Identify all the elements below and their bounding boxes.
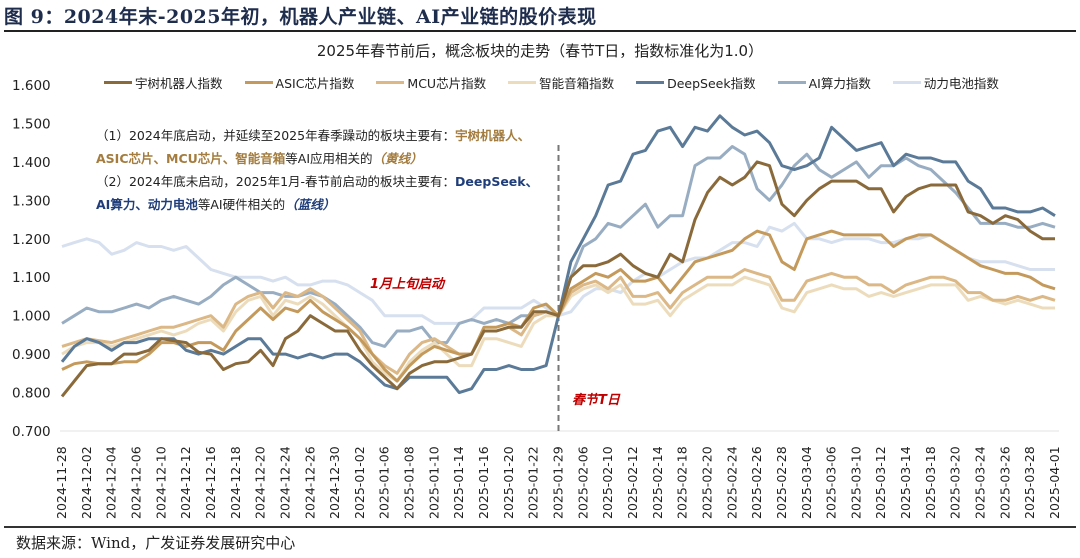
legend: 宇树机器人指数 ASIC芯片指数 MCU芯片指数 智能音箱指数 DeepSeek指数 AI…: [104, 73, 1021, 92]
x-tick-label: 2025-02-10: [600, 446, 615, 519]
x-tick-label: 2025-01-14: [451, 446, 466, 519]
note-3-prefix: （2）2024年底未启动，2025年1月-春节前启动的板块主要有：: [96, 174, 456, 189]
x-tick-label: 2024-12-20: [253, 446, 268, 519]
x-tick-label: 2025-01-10: [426, 446, 441, 519]
note-1-prefix: （1）2024年底启动，并延续至2025年春季躁动的板块主要有：: [96, 128, 456, 143]
y-tick-label: 1.400: [12, 155, 51, 171]
note-4-suffix: 等AI硬件相关的: [197, 197, 286, 212]
x-tick-label: 2025-01-29: [551, 446, 566, 519]
x-tick-label: 2025-03-12: [873, 446, 888, 519]
x-tick-label: 2024-12-12: [178, 446, 193, 519]
x-tick-label: 2025-02-06: [575, 446, 590, 519]
note-2-suffix: 等AI应用相关的: [285, 151, 373, 166]
x-tick-label: 2025-03-04: [799, 446, 814, 519]
x-tick-label: 2025-03-24: [973, 446, 988, 519]
x-tick-label: 2025-03-26: [997, 446, 1012, 519]
x-tick-label: 2024-12-30: [327, 446, 342, 519]
x-tick-label: 2025-03-06: [824, 446, 839, 519]
x-tick-label: 2025-02-18: [675, 446, 690, 519]
note-line-4: AI算力、动力电池等AI硬件相关的（蓝线）: [96, 193, 538, 216]
note-1-highlight: 宇树机器人、: [455, 128, 531, 143]
x-tick-label: 2024-12-26: [302, 446, 317, 519]
note-3-highlight: DeepSeek、: [455, 174, 539, 189]
x-tick-label: 2025-02-14: [650, 446, 665, 519]
legend-swatch: [244, 81, 273, 84]
x-tick-label: 2025-04-01: [1047, 446, 1062, 519]
y-tick-label: 1.000: [12, 309, 51, 325]
legend-label: DeepSeek指数: [667, 76, 756, 91]
x-tick-label: 2025-03-10: [848, 446, 863, 519]
x-tick-label: 2025-03-18: [923, 446, 938, 519]
y-tick-label: 1.200: [12, 232, 51, 248]
y-tick-label: 1.300: [12, 193, 51, 209]
legend-label: 宇树机器人指数: [135, 76, 223, 91]
legend-label: 动力电池指数: [923, 76, 999, 91]
x-tick-label: 2025-02-28: [774, 446, 789, 519]
x-tick-label: 2025-01-08: [402, 446, 417, 519]
note-line-1: （1）2024年底启动，并延续至2025年春季躁动的板块主要有：宇树机器人、: [96, 124, 538, 147]
x-tick-label: 2024-12-10: [153, 446, 168, 519]
x-tick-label: 2025-03-14: [898, 446, 913, 519]
jan-start-annotation: 1月上旬启动: [370, 277, 445, 292]
y-tick-label: 1.500: [12, 116, 51, 132]
x-tick-label: 2025-01-06: [377, 446, 392, 519]
x-tick-label: 2025-02-20: [699, 446, 714, 519]
legend-label: ASIC芯片指数: [275, 76, 355, 91]
legend-item: ASIC芯片指数: [244, 73, 355, 92]
note-2-tag: （黄线）: [372, 151, 423, 166]
legend-label: 智能音箱指数: [539, 76, 615, 91]
legend-swatch: [104, 81, 132, 84]
series-line: [60, 160, 1055, 398]
x-tick-label: 2025-03-28: [1022, 446, 1037, 519]
note-line-2: ASIC芯片、MCU芯片、智能音箱等AI应用相关的（黄线）: [96, 147, 538, 170]
y-tick-label: 0.900: [12, 347, 51, 363]
x-tick-label: 2025-01-20: [501, 446, 516, 519]
x-tick-label: 2024-12-16: [203, 446, 218, 519]
note-line-3: （2）2024年底未启动，2025年1月-春节前启动的板块主要有：DeepSee…: [96, 170, 538, 193]
t-day-annotation: 春节T日: [572, 393, 620, 408]
legend-swatch: [508, 81, 537, 84]
top-rule: [4, 30, 1076, 32]
figure-title: 图 9：2024年末-2025年初，机器人产业链、AI产业链的股价表现: [4, 6, 597, 28]
x-tick-label: 2024-12-06: [128, 446, 143, 519]
x-tick-label: 2024-12-02: [79, 446, 94, 519]
y-tick-label: 0.800: [12, 386, 51, 402]
x-tick-label: 2025-01-02: [352, 446, 367, 519]
x-tick-label: 2024-12-24: [277, 446, 292, 519]
x-tick-label: 2025-01-22: [526, 446, 541, 519]
y-tick-label: 1.600: [12, 78, 51, 94]
legend-item: MCU芯片指数: [376, 73, 486, 92]
note-4-highlight: AI算力、动力电池: [96, 197, 198, 212]
x-tick-label: 2025-02-12: [625, 446, 640, 519]
x-tick-label: 2024-12-04: [104, 446, 119, 519]
legend-swatch: [777, 81, 806, 84]
annotation-note: （1）2024年底启动，并延续至2025年春季躁动的板块主要有：宇树机器人、 A…: [96, 124, 538, 216]
legend-swatch: [892, 81, 921, 84]
legend-item: DeepSeek指数: [636, 73, 756, 92]
legend-item: 智能音箱指数: [508, 73, 614, 92]
y-tick-label: 0.700: [12, 424, 51, 440]
x-tick-label: 2024-11-28: [54, 446, 69, 519]
note-4-tag: （蓝线）: [285, 197, 336, 212]
x-tick-label: 2025-03-20: [948, 446, 963, 519]
chart-canvas: 1.600 1.500 1.400 1.300 1.200 1.100 1.000 0.900…: [12, 78, 1062, 519]
x-tick-label: 2024-12-18: [228, 446, 243, 519]
legend-item: 动力电池指数: [892, 73, 999, 92]
x-tick-label: 2025-01-16: [476, 446, 491, 519]
legend-item: 宇树机器人指数: [104, 73, 223, 92]
legend-swatch: [636, 81, 665, 84]
legend-swatch: [376, 81, 405, 84]
data-source: 数据来源：Wind，广发证券发展研究中心: [16, 534, 296, 552]
legend-item: AI算力指数: [777, 73, 871, 92]
y-tick-label: 1.100: [12, 270, 51, 286]
note-2-highlight: ASIC芯片、MCU芯片、智能音箱: [96, 151, 286, 166]
chart-title: 2025年春节前后，概念板块的走势（春节T日，指数标准化为1.0）: [316, 42, 764, 60]
x-tick-label: 2025-02-24: [724, 446, 739, 519]
legend-label: AI算力指数: [808, 76, 871, 91]
x-tick-label: 2025-02-26: [749, 446, 764, 519]
legend-label: MCU芯片指数: [407, 76, 487, 91]
bottom-rule: [4, 526, 1076, 528]
